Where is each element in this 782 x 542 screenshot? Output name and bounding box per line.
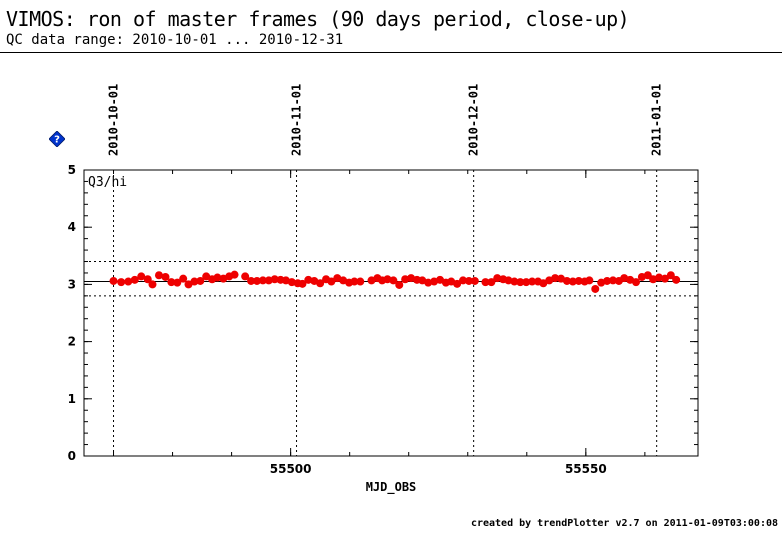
data-point [585,276,594,285]
chart-subtitle: QC data range: 2010-10-01 ... 2010-12-31 [6,32,344,48]
help-diamond-icon[interactable]: ? [49,131,65,147]
data-point [453,279,462,288]
data-point [551,274,560,283]
data-point [316,279,325,288]
data-point [179,274,188,283]
data-point [464,276,473,285]
data-point [143,275,152,284]
data-point [196,276,205,285]
data-point [161,272,170,281]
y-tick-label: 2 [68,335,76,349]
data-point [356,277,365,286]
x-tick-label: 55550 [565,462,607,476]
date-label: 2010-11-01 [290,84,304,156]
data-point [109,276,118,285]
plot-axes: 0 1 2 3 4 5 55500 55550 MJD_OBS Q3/hi 2010-10-01 20… [68,84,699,495]
data-point [395,280,404,289]
data-point [252,276,261,285]
data-point [258,276,267,285]
header-divider [0,52,782,53]
x-tick-label: 55500 [270,462,312,476]
data-point [510,277,519,286]
data-point [481,278,490,287]
data-point [298,279,307,288]
footer-credit: created by trendPlotter v2.7 on 2011-01-… [470,518,778,529]
data-points [109,270,681,293]
y-tick-label: 3 [68,277,76,291]
data-point [270,275,279,284]
data-point [241,272,250,281]
data-point [173,278,182,287]
data-point [389,276,398,285]
data-point [230,270,239,279]
data-point [124,277,133,286]
data-point [603,276,612,285]
data-point [167,278,176,287]
y-tick-label: 0 [68,449,76,463]
y-tick-label: 5 [68,163,76,177]
data-point [117,278,126,287]
data-point [459,276,468,285]
plot-frame [83,169,699,457]
data-point [470,276,479,285]
data-point [522,278,531,287]
data-point [568,277,577,286]
data-point [608,276,617,285]
data-point [487,278,496,287]
data-point [350,277,359,286]
date-label: 2010-12-01 [467,84,481,156]
data-point [130,275,139,284]
data-point [666,271,675,280]
data-point [327,277,336,286]
plot-grid [84,170,698,456]
svg-text:?: ? [54,135,60,146]
data-point [154,271,163,280]
data-point [632,278,641,287]
y-tick-label: 4 [68,220,76,234]
data-point [247,276,256,285]
data-point [660,274,669,283]
y-tick-label: 1 [68,392,76,406]
data-point [574,276,583,285]
data-point [190,277,199,286]
data-point [591,284,600,293]
data-point [562,276,571,285]
date-label: 2011-01-01 [650,84,664,156]
panel-label: Q3/hi [88,175,127,190]
data-point [516,278,525,287]
data-point [137,272,146,281]
data-point [672,275,681,284]
data-point [528,277,537,286]
chart-title: VIMOS: ron of master frames (90 days per… [6,7,630,31]
date-label: 2010-10-01 [107,84,121,156]
data-point [148,280,157,289]
x-axis-label: MJD_OBS [366,480,417,495]
